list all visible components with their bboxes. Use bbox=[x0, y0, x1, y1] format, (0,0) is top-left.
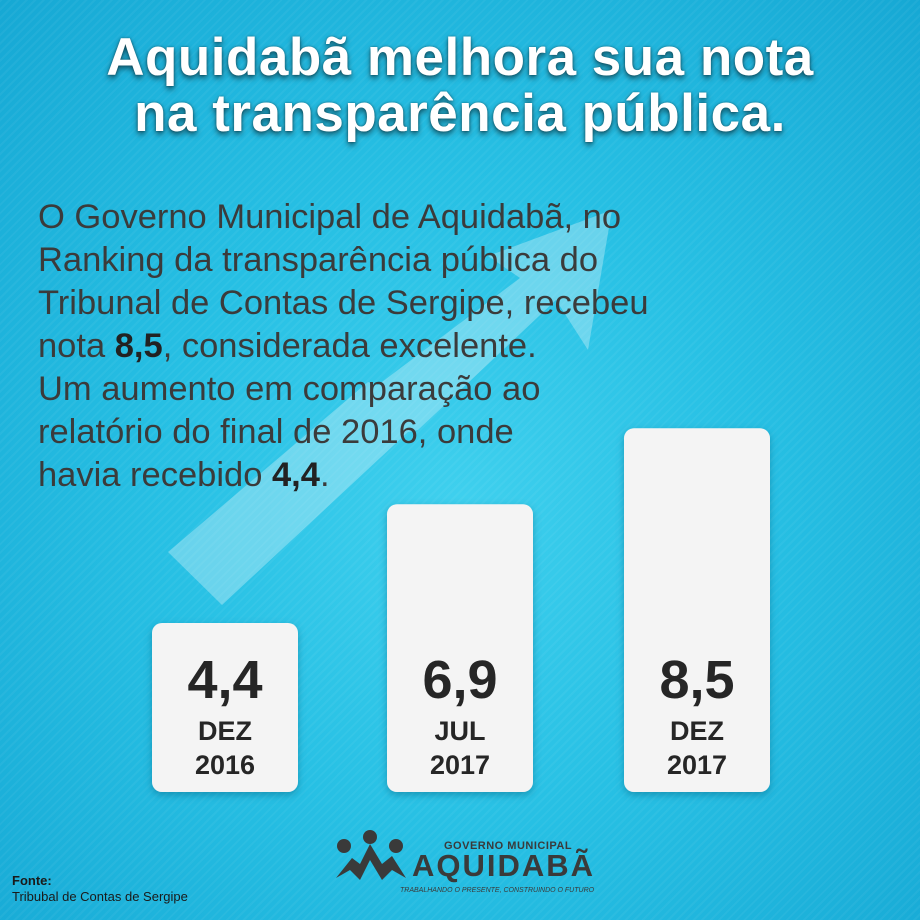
body-paragraph: O Governo Municipal de Aquidabã, no Rank… bbox=[38, 196, 738, 497]
bar-dez-2017 bbox=[624, 428, 770, 792]
source-note: Fonte: Tribubal de Contas de Sergipe bbox=[12, 873, 188, 905]
category-tick-label: 2017 bbox=[430, 750, 490, 780]
category-tick-label: DEZ bbox=[198, 716, 252, 746]
body-text-fragment: , considerada excelente. bbox=[162, 327, 537, 365]
body-line: Um aumento em comparação ao bbox=[38, 370, 541, 408]
score-highlight-2017: 8,5 bbox=[114, 327, 163, 365]
bar-value-label: 6,9 bbox=[422, 650, 497, 710]
category-tick-label: 2016 bbox=[195, 750, 255, 780]
bar-jul-2017 bbox=[387, 504, 533, 792]
body-line: havia recebido 4,4. bbox=[38, 454, 738, 497]
body-text-fragment: . bbox=[319, 456, 330, 494]
body-text-fragment: havia recebido bbox=[38, 456, 272, 494]
body-line: relatório do final de 2016, onde bbox=[38, 413, 514, 451]
category-tick-label: DEZ bbox=[670, 716, 724, 746]
body-line: O Governo Municipal de Aquidabã, no bbox=[38, 198, 622, 236]
body-line: nota 8,5, considerada excelente. bbox=[38, 325, 738, 368]
bar-value-label: 8,5 bbox=[659, 650, 734, 710]
category-tick-label: JUL bbox=[434, 716, 485, 746]
body-line: Tribunal de Contas de Sergipe, recebeu bbox=[38, 284, 649, 322]
headline-line-2: na transparência pública. bbox=[134, 84, 786, 143]
headline-line-1: Aquidabã melhora sua nota bbox=[106, 28, 814, 87]
logo-tagline: TRABALHANDO O PRESENTE, CONSTRUINDO O FU… bbox=[400, 887, 595, 894]
logo-top-text: GOVERNO MUNICIPAL bbox=[444, 840, 572, 852]
headline: Aquidabã melhora sua nota na transparênc… bbox=[0, 30, 920, 142]
body-text-fragment: nota bbox=[38, 327, 115, 365]
people-logo-icon bbox=[336, 830, 406, 880]
bar-value-label: 4,4 bbox=[187, 650, 262, 710]
source-title: Fonte: bbox=[12, 873, 52, 888]
source-text: Tribubal de Contas de Sergipe bbox=[12, 889, 188, 904]
aquidaba-logo: GOVERNO MUNICIPAL AQUIDABÃ TRABALHANDO O… bbox=[336, 830, 595, 894]
body-line: Ranking da transparência pública do bbox=[38, 241, 599, 279]
category-tick-label: 2017 bbox=[667, 750, 727, 780]
score-highlight-2016: 4,4 bbox=[272, 456, 320, 494]
bar-dez-2016 bbox=[152, 623, 298, 792]
logo-name: AQUIDABÃ bbox=[412, 848, 595, 883]
